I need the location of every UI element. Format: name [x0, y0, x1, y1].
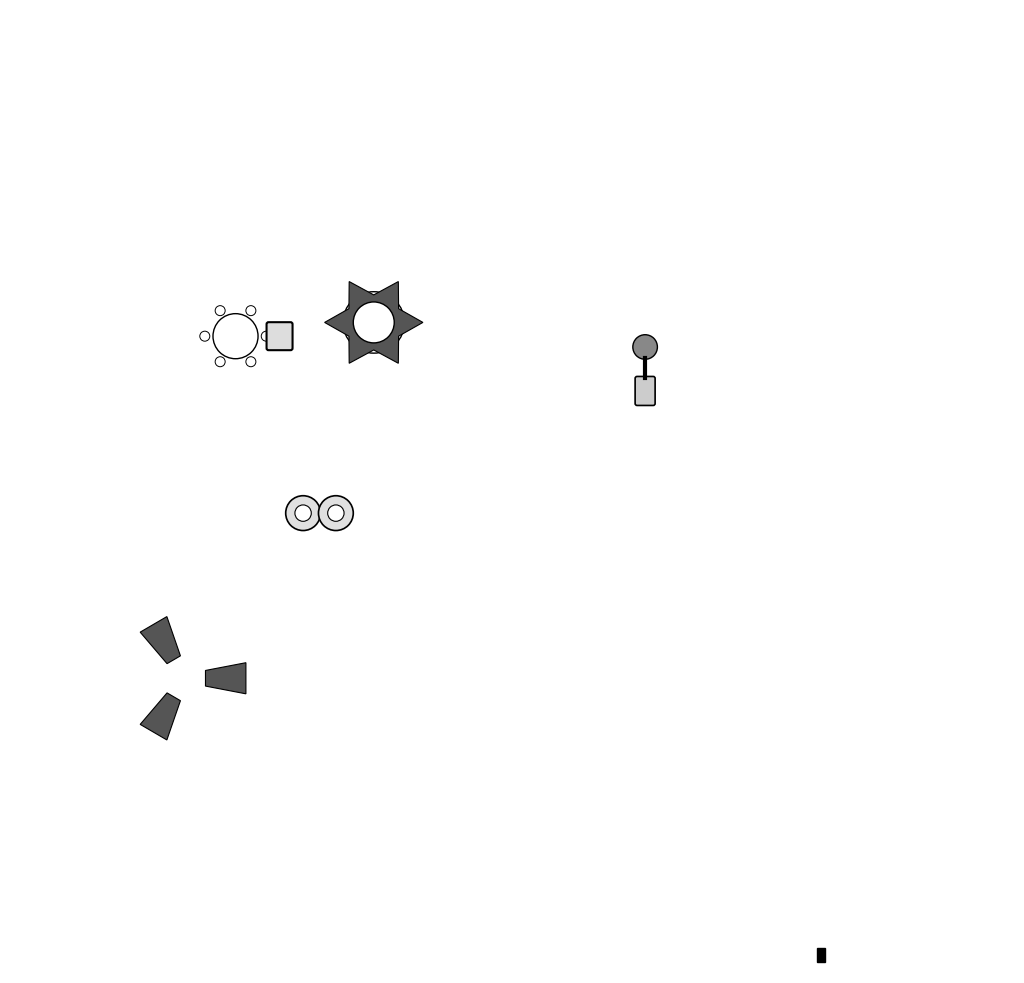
Circle shape — [290, 315, 306, 330]
Text: 501 53 59-01: 501 53 59-01 — [102, 71, 215, 87]
Circle shape — [135, 629, 233, 727]
Circle shape — [420, 263, 435, 279]
Polygon shape — [54, 570, 244, 762]
Circle shape — [318, 495, 353, 531]
Text: * 501 51 32-01: * 501 51 32-01 — [635, 942, 750, 955]
Text: 734 48 48-01 *: 734 48 48-01 * — [653, 584, 768, 598]
Text: L: L — [29, 934, 43, 954]
Circle shape — [441, 315, 458, 330]
Circle shape — [369, 721, 406, 758]
Text: 501 28 85-01 *: 501 28 85-01 * — [653, 471, 768, 485]
Circle shape — [442, 663, 582, 802]
Circle shape — [264, 284, 281, 300]
Polygon shape — [140, 693, 180, 740]
Circle shape — [215, 357, 225, 367]
Text: 501 51 40-01 (3/8"x7): 501 51 40-01 (3/8"x7) — [159, 883, 330, 896]
Text: 501 83 15-02 (3/8"x7): 501 83 15-02 (3/8"x7) — [592, 148, 763, 162]
Circle shape — [287, 328, 303, 344]
Text: 501 59 80-02 (3/8"x7): 501 59 80-02 (3/8"x7) — [261, 671, 432, 685]
Circle shape — [402, 808, 423, 828]
Text: 501 51 48-01: 501 51 48-01 — [133, 686, 237, 700]
Circle shape — [601, 808, 622, 828]
Bar — [399, 831, 625, 983]
Circle shape — [7, 239, 187, 420]
Circle shape — [249, 161, 321, 232]
Circle shape — [353, 302, 394, 343]
Circle shape — [633, 334, 657, 360]
Circle shape — [208, 120, 361, 273]
Text: *: * — [497, 603, 504, 616]
Text: 501 83 15-01 (3/8"x8): 501 83 15-01 (3/8"x8) — [592, 173, 763, 187]
Circle shape — [115, 608, 254, 748]
Circle shape — [75, 307, 120, 352]
Circle shape — [395, 757, 440, 802]
Text: 501 83 17-01: 501 83 17-01 — [297, 583, 399, 597]
Circle shape — [489, 710, 535, 755]
Circle shape — [264, 373, 281, 388]
Circle shape — [261, 331, 271, 341]
Polygon shape — [140, 616, 180, 664]
Text: 503 23 00-16 *: 503 23 00-16 * — [671, 753, 785, 767]
Circle shape — [585, 672, 597, 684]
Circle shape — [286, 495, 321, 531]
Circle shape — [562, 774, 574, 785]
Text: 501 51 38-01: 501 51 38-01 — [276, 475, 379, 489]
Circle shape — [200, 331, 210, 341]
Text: 740 42 21-00 *: 740 42 21-00 * — [653, 500, 768, 514]
Circle shape — [554, 765, 583, 794]
Circle shape — [548, 757, 558, 767]
Circle shape — [366, 242, 382, 258]
Polygon shape — [206, 663, 246, 694]
Text: 501 51 37-01 *: 501 51 37-01 * — [653, 531, 768, 545]
Circle shape — [420, 366, 435, 381]
Circle shape — [164, 658, 205, 699]
Circle shape — [408, 770, 428, 789]
Circle shape — [214, 383, 230, 400]
Circle shape — [215, 306, 225, 316]
Circle shape — [312, 263, 328, 279]
Circle shape — [379, 731, 395, 747]
Circle shape — [246, 357, 256, 367]
Bar — [387, 806, 399, 837]
Text: 721 42 03-25 *: 721 42 03-25 * — [653, 441, 768, 455]
Circle shape — [541, 749, 565, 775]
Text: * 501 51 33-01: * 501 51 33-01 — [635, 917, 750, 931]
Text: 505 30 36-61 (3/8"x8): 505 30 36-61 (3/8"x8) — [261, 647, 432, 661]
Circle shape — [402, 642, 423, 662]
Text: 503 23 00-13: 503 23 00-13 — [276, 499, 379, 513]
Circle shape — [28, 260, 167, 399]
Text: 501 67 41-01 (3/8"x8): 501 67 41-01 (3/8"x8) — [159, 858, 330, 872]
Circle shape — [189, 290, 282, 382]
Bar — [817, 948, 825, 961]
Text: 501 51 31-01 *: 501 51 31-01 * — [671, 806, 785, 820]
Circle shape — [0, 218, 208, 440]
Circle shape — [623, 628, 633, 638]
Text: 720 12 37-50: 720 12 37-50 — [430, 937, 532, 951]
Polygon shape — [325, 281, 423, 364]
Polygon shape — [105, 543, 193, 577]
Circle shape — [616, 622, 639, 644]
Text: * compl 501 51 25-01: * compl 501 51 25-01 — [82, 936, 264, 952]
Circle shape — [295, 505, 311, 521]
Circle shape — [310, 259, 437, 386]
Text: 501 51 99-01: 501 51 99-01 — [653, 414, 756, 428]
Text: 725 52 92-06: 725 52 92-06 — [225, 780, 328, 793]
Text: 501 83 18-01: 501 83 18-01 — [297, 609, 399, 623]
Circle shape — [193, 104, 377, 289]
Circle shape — [366, 387, 382, 403]
Circle shape — [174, 304, 190, 319]
FancyBboxPatch shape — [635, 376, 655, 405]
Bar — [462, 896, 472, 905]
Circle shape — [174, 353, 190, 369]
Text: 503 23 10-01 *: 503 23 10-01 * — [671, 726, 785, 740]
Circle shape — [343, 292, 404, 353]
Text: 501 51 39-01 *: 501 51 39-01 * — [653, 557, 768, 571]
Circle shape — [463, 683, 561, 781]
Text: 501 54 41-02: 501 54 41-02 — [653, 386, 757, 400]
Circle shape — [213, 314, 258, 359]
FancyBboxPatch shape — [266, 322, 293, 350]
